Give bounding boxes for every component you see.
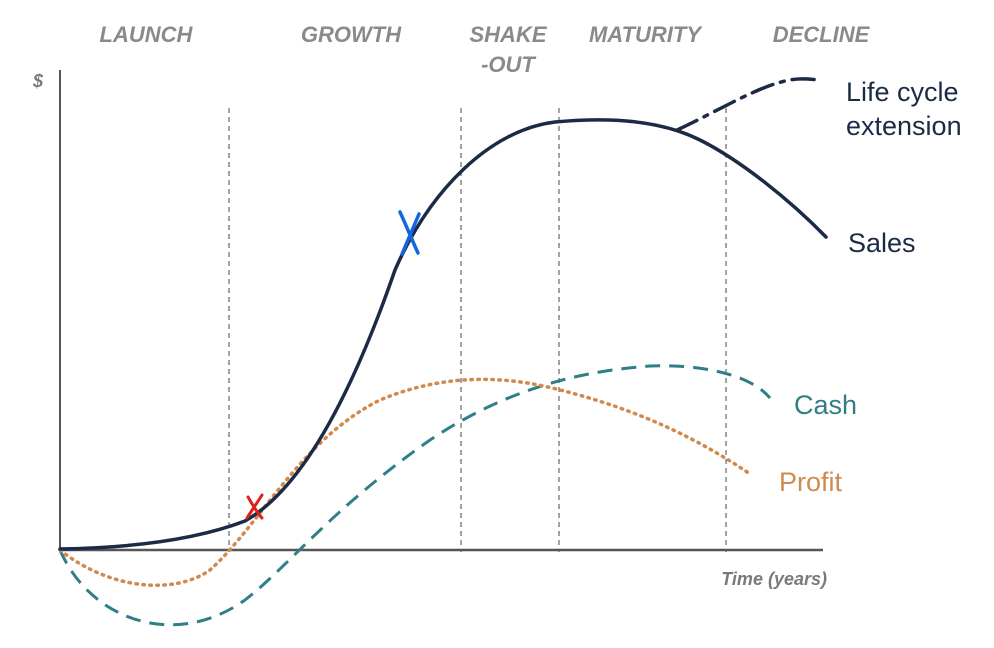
sales-curve [58, 118, 828, 551]
red-x-mark [245, 493, 264, 520]
stage-label-maturity: MATURITY [589, 22, 703, 47]
profit-label: Profit [779, 467, 843, 497]
life-cycle-extension-label-line2: extension [846, 111, 962, 141]
stage-label-shakeout-line2: -OUT [481, 52, 536, 77]
profit-curve [58, 377, 752, 587]
x-axis-label: Time (years) [721, 569, 827, 589]
cash-label: Cash [794, 390, 857, 420]
stage-label-shakeout-line1: SHAKE [469, 22, 547, 47]
life-cycle-extension-curve [675, 77, 820, 132]
stage-label-growth: GROWTH [301, 22, 402, 47]
cash-curve [58, 364, 772, 627]
sales-label: Sales [848, 228, 916, 258]
blue-x-mark [398, 210, 421, 256]
stage-label-launch: LAUNCH [100, 22, 194, 47]
stage-label-decline: DECLINE [773, 22, 871, 47]
y-axis-label: $ [32, 71, 44, 91]
life-cycle-extension-label-line1: Life cycle [846, 77, 959, 107]
